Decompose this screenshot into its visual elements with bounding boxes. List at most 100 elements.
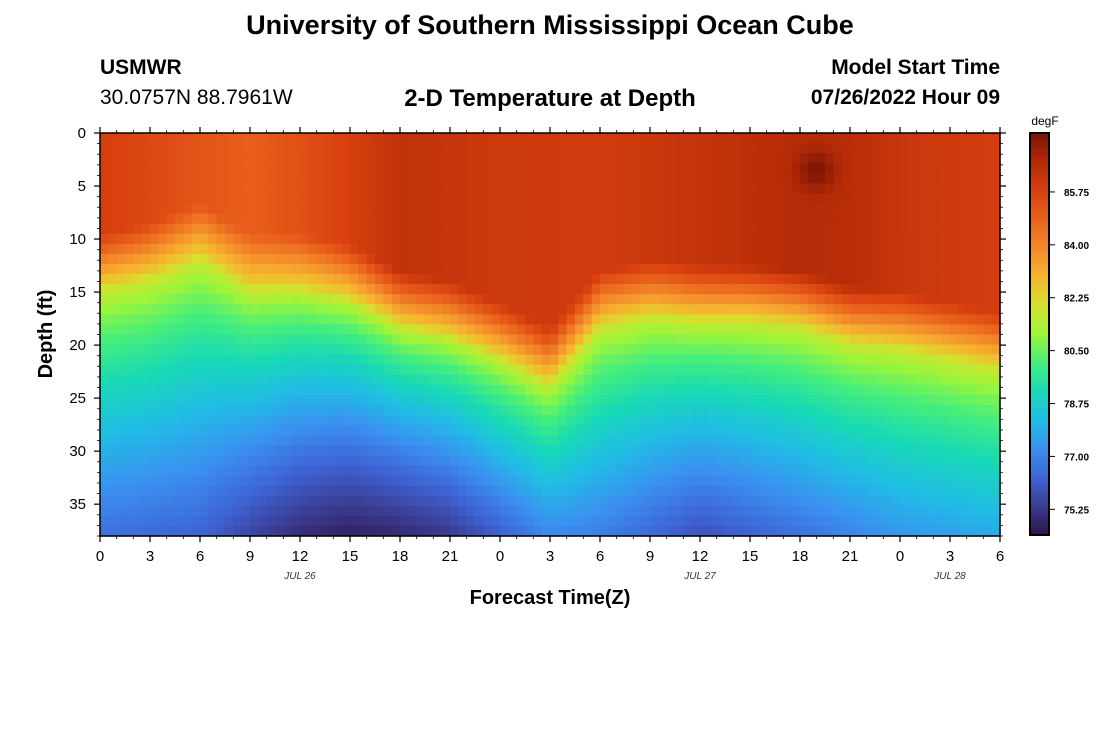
heatmap-cell — [575, 163, 584, 174]
heatmap-cell — [266, 465, 276, 477]
heatmap-cell — [183, 324, 193, 336]
heatmap-cell — [941, 284, 951, 295]
heatmap-cell — [750, 364, 759, 376]
heatmap-cell — [733, 384, 743, 396]
heatmap-cell — [908, 324, 918, 336]
heatmap-cell — [733, 415, 743, 426]
heatmap-cell — [941, 425, 951, 436]
heatmap-cell — [725, 445, 734, 456]
heatmap-cell — [150, 284, 159, 295]
heatmap-cell — [108, 193, 118, 205]
heatmap-cell — [133, 515, 143, 527]
heatmap-cell — [208, 384, 218, 396]
heatmap-cell — [583, 445, 593, 456]
heatmap-cell — [233, 475, 243, 487]
heatmap-cell — [200, 284, 209, 295]
heatmap-cell — [750, 505, 759, 517]
heatmap-cell — [200, 525, 209, 537]
heatmap-cell — [408, 485, 418, 497]
heatmap-cell — [566, 405, 576, 416]
heatmap-cell — [341, 495, 351, 507]
heatmap-cell — [716, 233, 726, 245]
heatmap-cell — [741, 485, 751, 497]
heatmap-cell — [533, 405, 543, 416]
heatmap-cell — [358, 465, 368, 477]
heatmap-cell — [216, 354, 226, 366]
heatmap-cell — [725, 304, 734, 315]
heatmap-cell — [941, 445, 951, 456]
heatmap-cell — [441, 435, 451, 446]
heatmap-cell — [275, 465, 284, 477]
heatmap-cell — [433, 223, 443, 235]
heatmap-cell — [525, 515, 534, 527]
heatmap-cell — [383, 263, 393, 275]
heatmap-cell — [825, 374, 834, 386]
heatmap-cell — [283, 324, 293, 336]
heatmap-cell — [391, 364, 401, 376]
heatmap-cell — [308, 374, 318, 386]
heatmap-cell — [375, 253, 384, 265]
heatmap-cell — [916, 294, 926, 305]
heatmap-cell — [691, 193, 701, 205]
heatmap-cell — [808, 364, 818, 376]
heatmap-cell — [700, 525, 709, 537]
heatmap-cell — [708, 274, 718, 285]
heatmap-cell — [783, 515, 793, 527]
heatmap-cell — [841, 243, 851, 255]
heatmap-cell — [825, 334, 834, 346]
heatmap-cell — [191, 173, 201, 184]
heatmap-cell — [900, 253, 909, 265]
heatmap-cell — [875, 475, 884, 487]
heatmap-cell — [125, 344, 134, 356]
heatmap-cell — [433, 243, 443, 255]
heatmap-cell — [308, 243, 318, 255]
heatmap-cell — [658, 445, 668, 456]
heatmap-cell — [650, 515, 659, 527]
page-title: University of Southern Mississippi Ocean… — [246, 10, 854, 40]
heatmap-cell — [433, 173, 443, 184]
heatmap-cell — [833, 233, 843, 245]
heatmap-cell — [533, 515, 543, 527]
heatmap-cell — [925, 334, 934, 346]
heatmap-cell — [358, 243, 368, 255]
heatmap-cell — [833, 294, 843, 305]
heatmap-cell — [516, 284, 526, 295]
heatmap-cell — [325, 294, 334, 305]
heatmap-cell — [933, 394, 943, 406]
heatmap-cell — [658, 183, 668, 195]
heatmap-cell — [650, 133, 659, 144]
heatmap-cell — [500, 213, 509, 225]
heatmap-cell — [566, 143, 576, 154]
heatmap-cell — [266, 223, 276, 235]
heatmap-cell — [325, 405, 334, 416]
heatmap-cell — [825, 193, 834, 205]
x-tick-label: 12 — [692, 548, 709, 565]
heatmap-cell — [783, 525, 793, 537]
heatmap-cell — [141, 294, 151, 305]
heatmap-cell — [591, 284, 601, 295]
heatmap-cell — [633, 354, 643, 366]
heatmap-cell — [425, 485, 434, 497]
heatmap-cell — [800, 405, 809, 416]
heatmap-cell — [333, 183, 343, 195]
heatmap-cell — [441, 354, 451, 366]
heatmap-cell — [450, 213, 459, 225]
heatmap-cell — [525, 183, 534, 195]
heatmap-cell — [641, 143, 651, 154]
heatmap-cell — [433, 133, 443, 144]
heatmap-cell — [916, 374, 926, 386]
heatmap-cell — [325, 173, 334, 184]
heatmap-cell — [216, 505, 226, 517]
heatmap-cell — [491, 133, 501, 144]
heatmap-cell — [250, 223, 259, 235]
heatmap-cell — [283, 515, 293, 527]
heatmap-cell — [183, 334, 193, 346]
heatmap-cell — [650, 163, 659, 174]
heatmap-cell — [800, 183, 809, 195]
heatmap-cell — [916, 193, 926, 205]
heatmap-cell — [425, 314, 434, 326]
heatmap-cell — [683, 344, 693, 356]
heatmap-cell — [400, 334, 409, 346]
heatmap-cell — [975, 163, 984, 174]
colorbar-unit-label: degF — [1031, 114, 1058, 128]
